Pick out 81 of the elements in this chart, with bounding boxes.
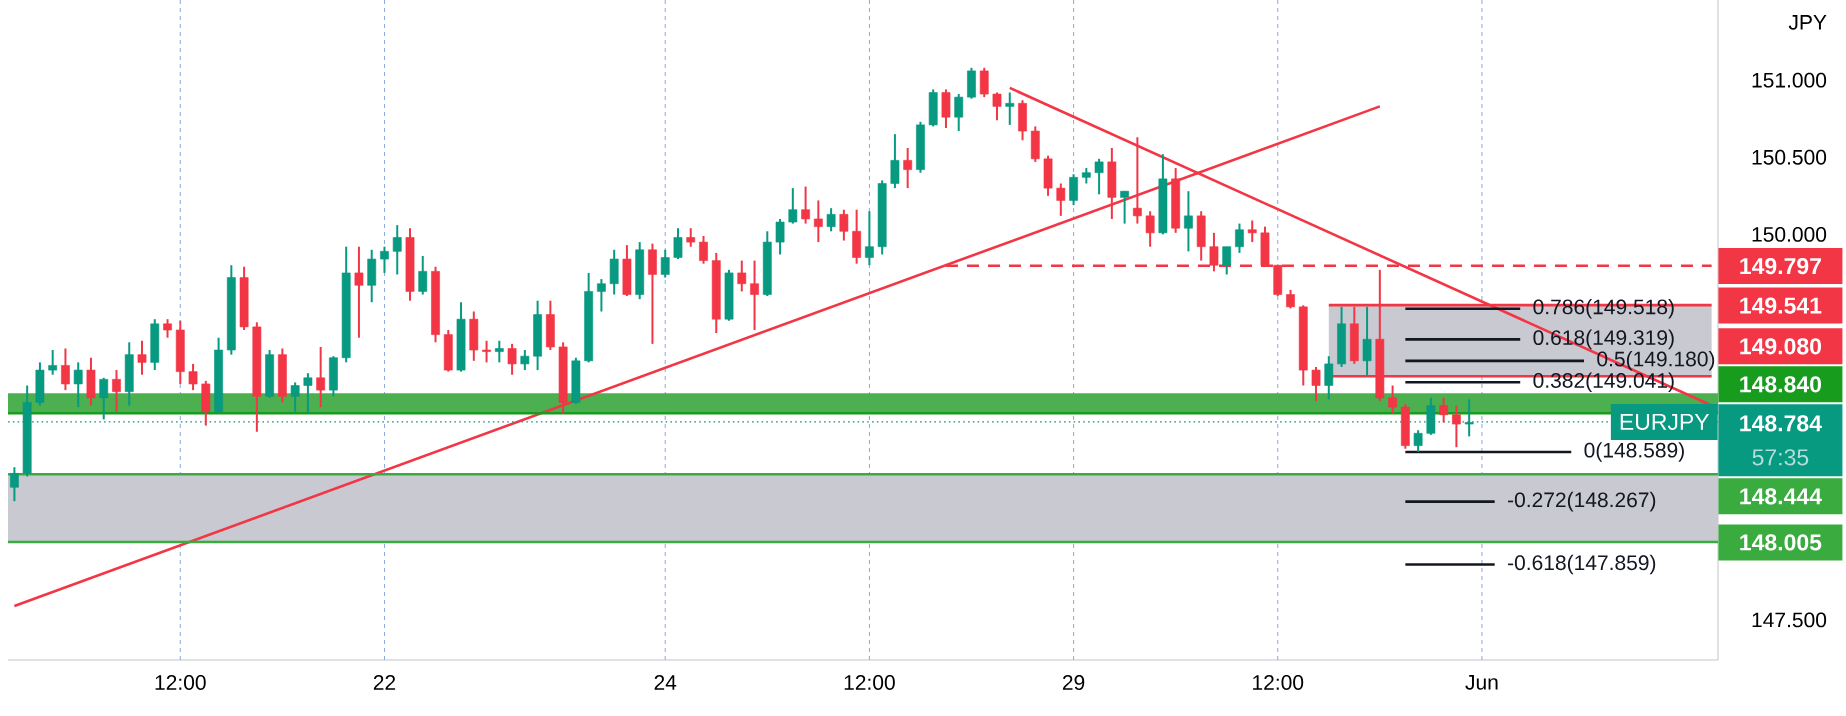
candlestick — [1222, 245, 1232, 276]
x-tick-label: 24 — [654, 675, 677, 690]
series-label: -0.272(148.267) — [1508, 491, 1656, 512]
candlestick — [1311, 365, 1321, 402]
candlestick — [992, 91, 1002, 122]
candlestick — [482, 339, 491, 364]
candlestick — [1120, 190, 1129, 225]
candlestick — [839, 208, 849, 242]
candlestick — [163, 318, 172, 339]
candlestick — [1069, 173, 1078, 207]
candlestick — [1133, 136, 1142, 225]
series-label: 0(148.589) — [1584, 442, 1684, 462]
ref-line-label: 148.444 — [1740, 488, 1822, 505]
candlestick — [520, 349, 530, 372]
candlestick — [954, 93, 964, 133]
candlestick — [290, 381, 300, 413]
candlestick — [1235, 222, 1244, 254]
candlestick — [380, 245, 389, 274]
candlestick — [813, 199, 823, 244]
data-label: 149.080 — [1740, 338, 1822, 355]
candlestick — [10, 466, 19, 503]
candlestick — [418, 254, 428, 296]
candlestick — [1005, 91, 1015, 126]
candlestick — [48, 349, 58, 376]
candlestick — [979, 66, 989, 99]
series-label: -0.618(147.859) — [1508, 554, 1656, 575]
ref-line-label: 148.840 — [1740, 376, 1822, 393]
ref-line-label: 148.784 — [1740, 415, 1822, 432]
data-label: 149.541 — [1740, 297, 1822, 314]
candlestick — [1362, 305, 1372, 378]
candlestick — [865, 210, 874, 267]
candlestick — [507, 342, 517, 376]
y-tick-label: 147.500 — [1752, 612, 1827, 628]
annotation: EURJPY — [1620, 413, 1710, 430]
candlestick — [1056, 182, 1066, 217]
candlestick — [303, 372, 313, 415]
candlestick — [775, 217, 785, 256]
y-tick-label: 151.000 — [1752, 72, 1827, 88]
y-axis-title: JPY — [1788, 15, 1827, 30]
candlestick — [137, 339, 147, 376]
candlestick — [699, 234, 708, 265]
candlestick — [1452, 404, 1461, 449]
candlestick — [188, 362, 198, 392]
x-tick-label: Jun — [1465, 675, 1498, 690]
y-tick-label: 150.000 — [1752, 226, 1827, 242]
candlestick — [903, 147, 913, 190]
y-tick-label: 150.500 — [1752, 149, 1827, 165]
candlestick — [1145, 210, 1155, 248]
candlestick — [73, 361, 83, 409]
candlestick — [1247, 219, 1257, 244]
candlestick — [826, 207, 836, 233]
candlestick — [1413, 429, 1423, 453]
candlestick — [112, 369, 121, 413]
x-tick-label: 12:00 — [844, 675, 895, 690]
text: 57:35 — [1752, 449, 1809, 466]
candlestick — [788, 187, 798, 225]
x-tick-label: 22 — [373, 675, 396, 690]
candlestick — [99, 376, 109, 421]
ref-line-label: 148.005 — [1740, 534, 1822, 551]
candlestick — [890, 133, 900, 190]
candlestick — [316, 345, 326, 409]
candlestick — [660, 248, 670, 279]
candlestick — [392, 224, 402, 276]
candlestick — [1324, 355, 1334, 401]
x-tick-label: 12:00 — [1253, 675, 1304, 690]
candlestick — [1094, 157, 1104, 196]
candlestick — [801, 185, 810, 225]
candlestick — [494, 339, 504, 364]
candlestick — [61, 347, 70, 392]
candlestick — [1439, 396, 1449, 424]
x-tick-label: 29 — [1062, 675, 1085, 690]
data-label: 149.797 — [1740, 257, 1821, 275]
candlestick — [1388, 384, 1397, 415]
candlestick — [354, 245, 364, 339]
candlestick — [750, 259, 759, 331]
candlestick — [597, 278, 606, 313]
candlestick — [686, 227, 696, 248]
candlestick — [737, 259, 747, 293]
x-tick-label: 12:00 — [155, 675, 206, 690]
candlestick — [673, 227, 683, 261]
candlestick — [1184, 190, 1193, 253]
